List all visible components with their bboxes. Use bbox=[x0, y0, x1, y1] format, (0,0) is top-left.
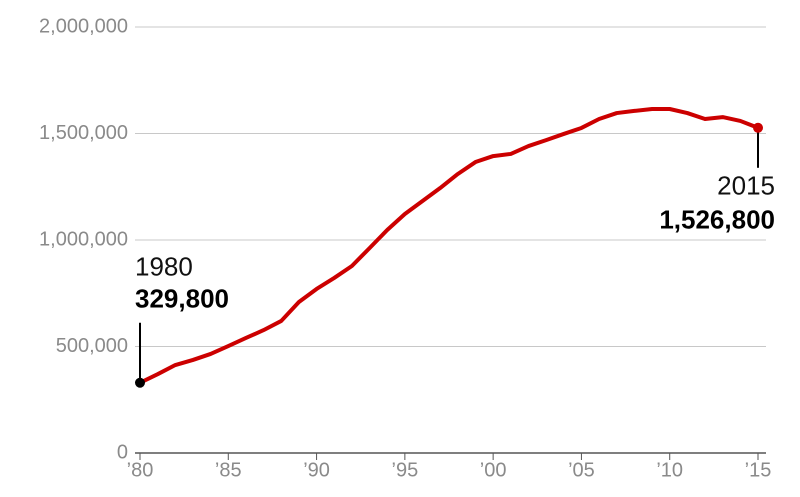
x-tick-label: ’90 bbox=[303, 459, 330, 481]
x-tick-label: ’15 bbox=[745, 459, 772, 481]
line bbox=[139, 107, 759, 385]
year-label: 2015 bbox=[717, 171, 775, 201]
x-tick-label: ’05 bbox=[568, 459, 595, 481]
x-tick-label: ’10 bbox=[656, 459, 683, 481]
x-tick-label: ’80 bbox=[127, 459, 154, 481]
year-label: 1980 bbox=[135, 252, 193, 282]
y-tick-label: 500,000 bbox=[56, 335, 128, 357]
end-dot bbox=[135, 377, 145, 388]
value-label: 1,526,800 bbox=[659, 205, 775, 235]
y-tick-label: 1,000,000 bbox=[39, 228, 128, 250]
end-dot bbox=[753, 122, 763, 133]
x-tick-label: ’95 bbox=[392, 459, 419, 481]
x-tick-label: ’00 bbox=[480, 459, 507, 481]
y-tick-label: 2,000,000 bbox=[39, 15, 128, 37]
y-tick-label: 0 bbox=[117, 441, 128, 463]
x-tick-label: ’85 bbox=[215, 459, 242, 481]
value-label: 329,800 bbox=[135, 284, 229, 314]
y-tick-label: 1,500,000 bbox=[39, 122, 128, 144]
